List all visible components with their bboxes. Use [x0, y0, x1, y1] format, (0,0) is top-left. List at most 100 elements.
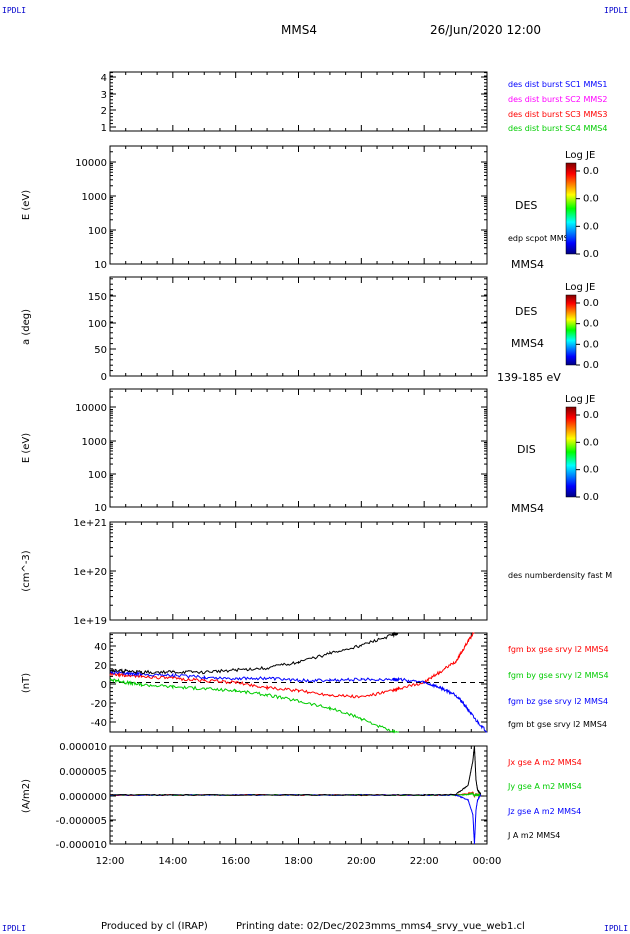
y-tick-label: 100: [88, 319, 107, 330]
panel-frame: [109, 276, 488, 377]
colorbar-title: Log JE: [565, 282, 595, 293]
colorbar-tick-label: 0.0: [583, 319, 599, 330]
legend-entry: Jy gse A m2 MMS4: [507, 782, 582, 791]
colorbar-tick-label: 0.0: [583, 194, 599, 205]
y-axis-label: a (deg): [21, 309, 32, 345]
footer-filename: mms_mms4_srvy_vue_web1.cl: [371, 921, 525, 932]
x-tick-label: 00:00: [473, 856, 502, 867]
colorbar: [565, 294, 577, 366]
colorbar: [565, 406, 577, 498]
logo-top-right: IPDLI: [604, 6, 628, 15]
logo-bottom-right: IPDLI: [604, 924, 628, 933]
y-tick-label: 0: [101, 680, 107, 691]
legend-entry: des dist burst SC4 MMS4: [508, 124, 607, 133]
panel-side-label: MMS4: [511, 258, 544, 271]
y-tick-label: -0.000010: [56, 840, 107, 851]
panel-density: 1e+19 1e+20 1e+21 (cm^-3) des numberdensity …: [21, 518, 612, 627]
panel-frame: [109, 71, 488, 132]
panel-spacecraft: 1 2 3 4 des dist burst SC1 MMS1 des dist burs…: [101, 71, 607, 134]
legend-entry: des numberdensity fast M: [508, 571, 612, 580]
legend-entry: J A m2 MMS4: [507, 831, 560, 840]
x-tick-label: 20:00: [347, 856, 376, 867]
y-tick-label: -0.000005: [56, 816, 107, 827]
colorbar-tick-label: 0.0: [583, 298, 599, 309]
panel-fgm: -40 -20 0 20 40 (nT) fgm bx gse srvy l2 MMS4 fg…: [21, 631, 609, 734]
y-tick-label: 1000: [82, 437, 107, 448]
logo-bottom-left: IPDLI: [2, 924, 26, 933]
panel-frame: [109, 388, 488, 508]
panel-frame: [109, 521, 488, 621]
colorbar-tick-label: 0.0: [583, 360, 599, 371]
panel-side-label: DIS: [517, 443, 536, 456]
y-axis-label: (A/m2): [21, 779, 32, 813]
y-axis-label: E (eV): [21, 190, 32, 220]
x-tick-label: 14:00: [158, 856, 187, 867]
y-tick-label: 40: [94, 642, 107, 653]
y-tick-label: 10000: [75, 403, 107, 414]
series-line: [109, 793, 482, 845]
y-axis-label: (nT): [21, 673, 32, 693]
colorbar-tick-label: 0.0: [583, 166, 599, 177]
y-tick-label: 20: [94, 661, 107, 672]
y-tick-label: 10000: [75, 158, 107, 169]
y-tick-label: 0.000000: [59, 792, 107, 803]
legend-entry: Jz gse A m2 MMS4: [507, 807, 581, 816]
y-axis-label: E (eV): [21, 433, 32, 463]
panel-current: 0.000010 0.000005 0.000000 -0.000005 -0.0000…: [21, 742, 582, 851]
panel-frame: [109, 145, 488, 265]
colorbar-tick-label: 0.0: [583, 339, 599, 350]
y-tick-label: 0: [101, 372, 107, 383]
colorbar-tick-label: 0.0: [583, 249, 599, 260]
panel-side-label: MMS4: [511, 337, 544, 350]
colorbar-tick-label: 0.0: [583, 465, 599, 476]
colorbar-tick-label: 0.0: [583, 492, 599, 503]
y-tick-label: 1: [101, 123, 107, 134]
y-tick-label: -40: [91, 718, 107, 729]
legend-entry: des dist burst SC2 MMS2: [508, 95, 607, 104]
datetime-title: 26/Jun/2020 12:00: [430, 23, 541, 37]
spacecraft-title: MMS4: [281, 23, 317, 37]
y-tick-label: 1e+19: [73, 616, 107, 627]
colorbar-title: Log JE: [565, 394, 595, 405]
x-tick-label: 22:00: [410, 856, 439, 867]
panel-side-label: DES: [515, 305, 537, 318]
y-tick-label: 4: [101, 73, 107, 84]
series-line: [109, 631, 399, 675]
y-axis-label: (cm^-3): [21, 550, 32, 591]
series-line: [109, 745, 482, 797]
panel-side-label: 139-185 eV: [497, 371, 561, 384]
colorbar-tick-label: 0.0: [583, 221, 599, 232]
legend-entry: fgm bx gse srvy l2 MMS4: [508, 645, 609, 654]
panel-side-label: MMS4: [511, 502, 544, 515]
x-tick-label: 18:00: [284, 856, 313, 867]
y-tick-label: 100: [88, 470, 107, 481]
y-tick-label: 10: [94, 260, 107, 271]
footer-printing-date: Printing date: 02/Dec/2023: [236, 921, 371, 932]
y-tick-label: 150: [88, 292, 107, 303]
colorbar-title: Log JE: [565, 150, 595, 161]
y-tick-label: -20: [91, 699, 107, 710]
panel-des_pitch: 0 50 100 150 a (deg) DES MMS4 139-185 eV Log JE 0…: [21, 276, 599, 384]
legend-entry: fgm by gse srvy l2 MMS4: [508, 671, 609, 680]
y-tick-label: 1000: [82, 192, 107, 203]
y-tick-label: 0.000010: [59, 742, 107, 753]
y-tick-label: 10: [94, 503, 107, 514]
legend-entry: des dist burst SC1 MMS1: [508, 80, 607, 89]
y-tick-label: 2: [101, 106, 107, 117]
y-tick-label: 0.000005: [59, 767, 107, 778]
y-tick-label: 3: [101, 90, 107, 101]
y-tick-label: 50: [94, 345, 107, 356]
legend-entry: des dist burst SC3 MMS3: [508, 110, 607, 119]
colorbar: [565, 162, 577, 255]
logo-top-left: IPDLI: [2, 6, 26, 15]
y-tick-label: 1e+21: [73, 518, 107, 529]
series-line: [109, 678, 399, 734]
legend-entry: fgm bt gse srvy l2 MMS4: [508, 720, 607, 729]
y-tick-label: 1e+20: [73, 567, 107, 578]
x-tick-label: 16:00: [221, 856, 250, 867]
panel-side-label: edp scpot MMS4: [508, 234, 574, 243]
footer-produced-by: Produced by cl (IRAP): [101, 921, 208, 932]
y-tick-label: 100: [88, 226, 107, 237]
panel-des_energy: 10 100 1000 10000 E (eV) DES edp scpot MMS4 MMS…: [21, 145, 599, 271]
